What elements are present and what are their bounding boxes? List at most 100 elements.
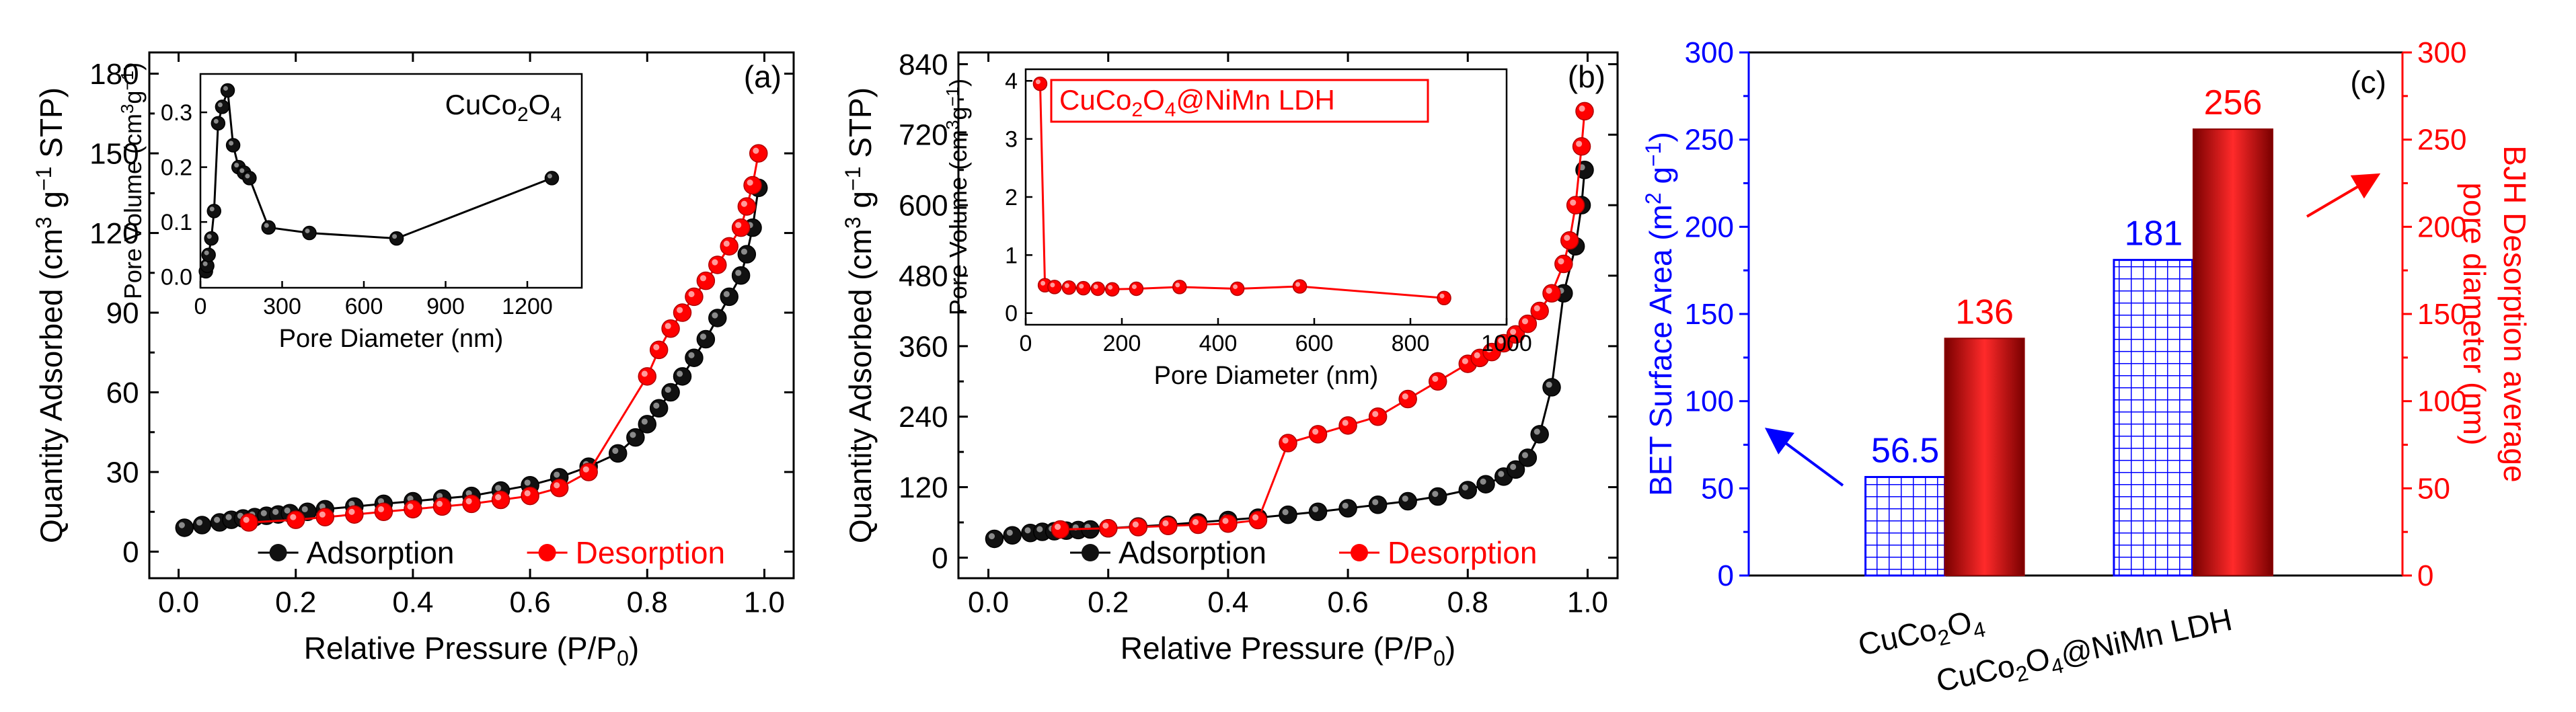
panel-c-bar-label-bjh: 136 [1955,292,2014,331]
panel-a-desorption-point [743,175,762,195]
panel-a-desorption-point-highlight [723,240,730,247]
panel-b-ytick-label: 360 [899,330,948,363]
panel-b-label: (b) [1568,59,1605,94]
panel-b-adsorption-point-highlight [1036,526,1043,532]
panel-c-bar-bet [2113,259,2195,577]
text-part: CuCo [445,89,517,120]
panel-b-xtick-label: 0.6 [1328,586,1369,619]
panel-b-adsorption-point [1428,487,1447,506]
text-part: g [944,107,972,120]
panel-a-desorption-point-highlight [290,514,297,520]
panel-a-inset-series-point-highlight [305,228,310,233]
panel-a-desorption-point [673,303,692,322]
panel-a-adsorption-point-highlight [699,333,707,340]
panel-b-legend-desorption: Desorption [1388,535,1537,570]
panel-a-desorption-point [737,197,757,216]
panel-a-inset-series-point [206,204,221,219]
panel-b-desorption-point [1188,515,1208,535]
panel-b-inset-series-point [1172,280,1187,294]
panel-b-desorption-point [1530,301,1549,321]
panel-a-inset-series-point [225,138,241,153]
panel-a-desorption-point [661,319,680,338]
panel-a-inset-series-point-highlight [213,118,219,124]
panel-c-ytick-label-left: 250 [1685,124,1734,157]
panel-a-desorption-point-highlight [741,200,747,207]
panel-b-adsorption-point [1308,502,1328,522]
panel-a-ytick-label: 150 [89,137,139,170]
panel-b-desorption-point [1575,102,1594,121]
panel-a-desorption-point [731,218,751,237]
panel-a-inset-series-point-highlight [204,250,209,255]
panel-a-inset-series-point-highlight [239,168,245,173]
panel-b-desorption-point [1368,407,1388,426]
panel-b-desorption-point-highlight [1510,328,1517,335]
panel-c-ytick-label-right: 0 [2417,559,2433,592]
panel-a-inset-series-point-highlight [229,141,234,146]
panel-b-desorption-point-highlight [1282,437,1289,444]
panel-b-ylabel: Quantity Adsorbed (cm3 g−1 STP) [841,87,878,543]
panel-c-ytick-label-right: 250 [2417,124,2466,157]
panel-b-inset-series-point-highlight [1295,282,1301,287]
panel-b-inset-ytick-label: 0 [1005,301,1018,327]
panel-a-adsorption-point-highlight [196,519,203,526]
panel-b-ytick-label: 840 [899,48,948,81]
panel-b-desorption-point [1129,518,1148,537]
text-part: −1 [1641,142,1665,166]
panel-a-desorption-point-highlight [524,490,531,497]
panel-a-desorption-point-highlight [641,370,648,377]
panel-b-desorption-point-highlight [1055,524,1061,530]
panel-b-inset-ytick-label: 4 [1005,69,1018,94]
panel-b-xtick-label: 0.0 [968,586,1009,619]
panel-a-ytick-label: 0 [122,536,139,569]
text-part: ) [1643,132,1678,142]
text-part: −1 [117,71,137,91]
panel-a-desorption-point-highlight [753,147,759,154]
panel-a-adsorption-point-highlight [641,418,648,425]
panel-b-frame [957,51,1619,580]
panel-b-desorption-point-highlight [1498,338,1505,344]
panel-a-desorption-point [345,505,364,524]
text-part: g [1643,167,1678,192]
panel-a-inset-ytick-label: 0.2 [161,155,192,181]
panel-a-desorption-point-highlight [319,511,326,518]
panel-a-adsorption-point [673,367,692,386]
panel-b-adsorption-point-highlight [1372,499,1379,506]
panel-a-adsorption-point [192,516,212,535]
panel-c-ytick-label-left: 100 [1685,385,1734,418]
panel-a-adsorption-point [638,415,657,434]
panel-a-adsorption-point-highlight [612,447,619,454]
text-part: ) [119,63,147,71]
panel-a-adsorption-point-highlight [524,479,531,486]
panel-b-desorption-point-highlight [1342,420,1349,426]
panel-a-adsorption-point-highlight [630,432,636,438]
panel-a-desorption-point [708,255,727,274]
panel-a-legend-marker [538,544,556,561]
panel-c-ytick-label-left: 200 [1685,210,1734,243]
panel-b-desorption-point-highlight [1486,346,1492,353]
panel-b-adsorption-point-highlight [1480,478,1486,485]
panel-c-ylabel-right-line2: pore diameter (nm) [2457,182,2492,445]
panel-a-inset-xtick-label: 600 [345,294,383,319]
panel-b-inset-ytick-label: 3 [1005,127,1018,153]
panel-b-xtick-label: 0.2 [1088,586,1129,619]
panel-b-adsorption-point-highlight [1402,496,1408,502]
panel-c-ytick-label-left: 300 [1685,36,1734,69]
panel-b-adsorption-point-highlight [1462,484,1468,491]
panel-b-desorption-point-highlight [1546,287,1552,294]
panel-b-desorption-point [1566,196,1585,214]
panel-b-adsorption-point [1476,475,1495,493]
panel-a-inset-series-point-highlight [547,173,552,179]
panel-a-legend-adsorption: Adsorption [307,535,455,570]
panel-c-ytick-label-left: 150 [1685,298,1734,331]
panel-b-desorption-point-highlight [1132,521,1139,528]
panel-b-legend-marker [1351,544,1368,561]
panel-a-desorption-point-highlight [653,344,660,350]
text-part: CuCo [1855,612,1940,662]
text-part: STP) [34,87,69,167]
panel-b-adsorption-point [985,529,1004,549]
panel-b-desorption-point-highlight [1162,520,1169,526]
panel-a-inset-series-point-highlight [234,163,239,168]
panel-b-desorption-point-highlight [1252,514,1259,521]
